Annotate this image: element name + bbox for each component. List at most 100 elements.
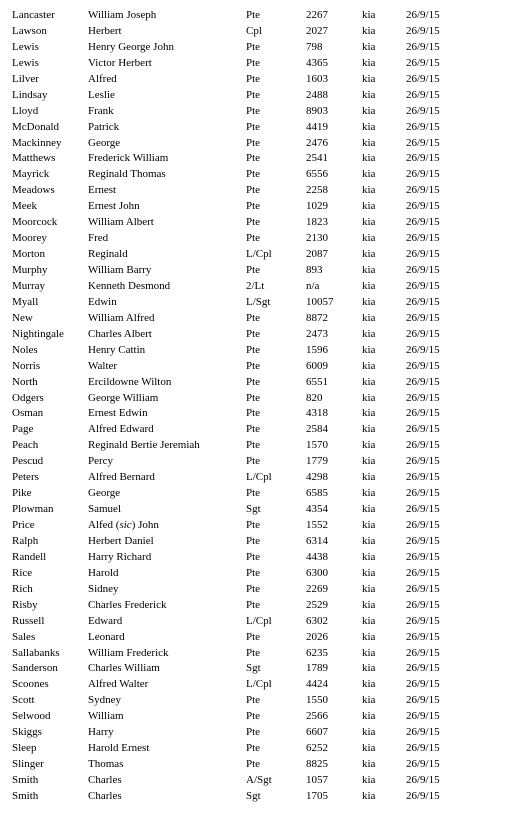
fate-cell: kia [362, 295, 406, 311]
surname-cell: Osman [12, 406, 88, 422]
date-cell: 26/9/15 [406, 725, 440, 741]
forenames-cell: Ernest [88, 183, 246, 199]
rank-cell: Pte [246, 151, 306, 167]
fate-cell: kia [362, 327, 406, 343]
rank-cell: Pte [246, 693, 306, 709]
date-cell: 26/9/15 [406, 295, 440, 311]
forenames-cell: Alfred [88, 72, 246, 88]
number-cell: 6235 [306, 646, 362, 662]
surname-cell: Lawson [12, 24, 88, 40]
fate-cell: kia [362, 231, 406, 247]
number-cell: 1603 [306, 72, 362, 88]
date-cell: 26/9/15 [406, 120, 440, 136]
date-cell: 26/9/15 [406, 88, 440, 104]
fate-cell: kia [362, 311, 406, 327]
table-row: PetersAlfred BernardL/Cpl4298kia26/9/15 [12, 470, 493, 486]
table-row: SmithCharlesA/Sgt1057kia26/9/15 [12, 773, 493, 789]
forenames-cell: George [88, 136, 246, 152]
rank-cell: Pte [246, 56, 306, 72]
fate-cell: kia [362, 454, 406, 470]
surname-cell: Russell [12, 614, 88, 630]
surname-cell: Sales [12, 630, 88, 646]
surname-cell: North [12, 375, 88, 391]
number-cell: 1550 [306, 693, 362, 709]
number-cell: 4419 [306, 120, 362, 136]
date-cell: 26/9/15 [406, 773, 440, 789]
fate-cell: kia [362, 247, 406, 263]
table-row: MatthewsFrederick WilliamPte2541kia26/9/… [12, 151, 493, 167]
number-cell: 2026 [306, 630, 362, 646]
table-row: MortonReginaldL/Cpl2087kia26/9/15 [12, 247, 493, 263]
surname-cell: Risby [12, 598, 88, 614]
forenames-cell: Harold [88, 566, 246, 582]
forenames-cell: William Frederick [88, 646, 246, 662]
surname-cell: Odgers [12, 391, 88, 407]
date-cell: 26/9/15 [406, 630, 440, 646]
number-cell: 1789 [306, 661, 362, 677]
table-row: RichSidneyPte2269kia26/9/15 [12, 582, 493, 598]
forenames-cell: Fred [88, 231, 246, 247]
number-cell: 4354 [306, 502, 362, 518]
table-row: MayrickReginald ThomasPte6556kia26/9/15 [12, 167, 493, 183]
surname-cell: Scoones [12, 677, 88, 693]
number-cell: 6585 [306, 486, 362, 502]
table-row: PescudPercyPte1779kia26/9/15 [12, 454, 493, 470]
number-cell: 6252 [306, 741, 362, 757]
forenames-cell: Charles Albert [88, 327, 246, 343]
table-row: LindsayLesliePte2488kia26/9/15 [12, 88, 493, 104]
forenames-cell: Walter [88, 359, 246, 375]
forenames-cell: Sidney [88, 582, 246, 598]
table-row: NorrisWalterPte6009kia26/9/15 [12, 359, 493, 375]
rank-cell: Pte [246, 104, 306, 120]
date-cell: 26/9/15 [406, 789, 440, 805]
date-cell: 26/9/15 [406, 72, 440, 88]
rank-cell: Pte [246, 231, 306, 247]
fate-cell: kia [362, 375, 406, 391]
rank-cell: Pte [246, 343, 306, 359]
date-cell: 26/9/15 [406, 359, 440, 375]
surname-cell: Peach [12, 438, 88, 454]
surname-cell: Pike [12, 486, 88, 502]
forenames-cell: Charles Frederick [88, 598, 246, 614]
fate-cell: kia [362, 725, 406, 741]
rank-cell: Pte [246, 88, 306, 104]
rank-cell: 2/Lt [246, 279, 306, 295]
surname-cell: Morton [12, 247, 88, 263]
table-row: LancasterWilliam JosephPte2267kia26/9/15 [12, 8, 493, 24]
rank-cell: L/Cpl [246, 470, 306, 486]
date-cell: 26/9/15 [406, 518, 440, 534]
surname-cell: Pescud [12, 454, 88, 470]
fate-cell: kia [362, 470, 406, 486]
number-cell: 8872 [306, 311, 362, 327]
forenames-cell: Herbert [88, 24, 246, 40]
forenames-cell: Victor Herbert [88, 56, 246, 72]
rank-cell: Pte [246, 630, 306, 646]
number-cell: 1705 [306, 789, 362, 805]
date-cell: 26/9/15 [406, 454, 440, 470]
number-cell: 6009 [306, 359, 362, 375]
fate-cell: kia [362, 183, 406, 199]
date-cell: 26/9/15 [406, 661, 440, 677]
date-cell: 26/9/15 [406, 438, 440, 454]
forenames-cell: Herbert Daniel [88, 534, 246, 550]
rank-cell: Sgt [246, 789, 306, 805]
forenames-cell: George William [88, 391, 246, 407]
rank-cell: Pte [246, 215, 306, 231]
rank-cell: Pte [246, 646, 306, 662]
forenames-cell: William Barry [88, 263, 246, 279]
forenames-cell: Reginald [88, 247, 246, 263]
surname-cell: Sleep [12, 741, 88, 757]
fate-cell: kia [362, 614, 406, 630]
rank-cell: Pte [246, 582, 306, 598]
fate-cell: kia [362, 167, 406, 183]
forenames-cell: Harold Ernest [88, 741, 246, 757]
table-row: SallabanksWilliam FrederickPte6235kia26/… [12, 646, 493, 662]
table-row: NewWilliam AlfredPte8872kia26/9/15 [12, 311, 493, 327]
number-cell: 2476 [306, 136, 362, 152]
surname-cell: Matthews [12, 151, 88, 167]
date-cell: 26/9/15 [406, 24, 440, 40]
table-row: SkiggsHarryPte6607kia26/9/15 [12, 725, 493, 741]
rank-cell: L/Sgt [246, 295, 306, 311]
forenames-cell: William Joseph [88, 8, 246, 24]
rank-cell: Pte [246, 72, 306, 88]
